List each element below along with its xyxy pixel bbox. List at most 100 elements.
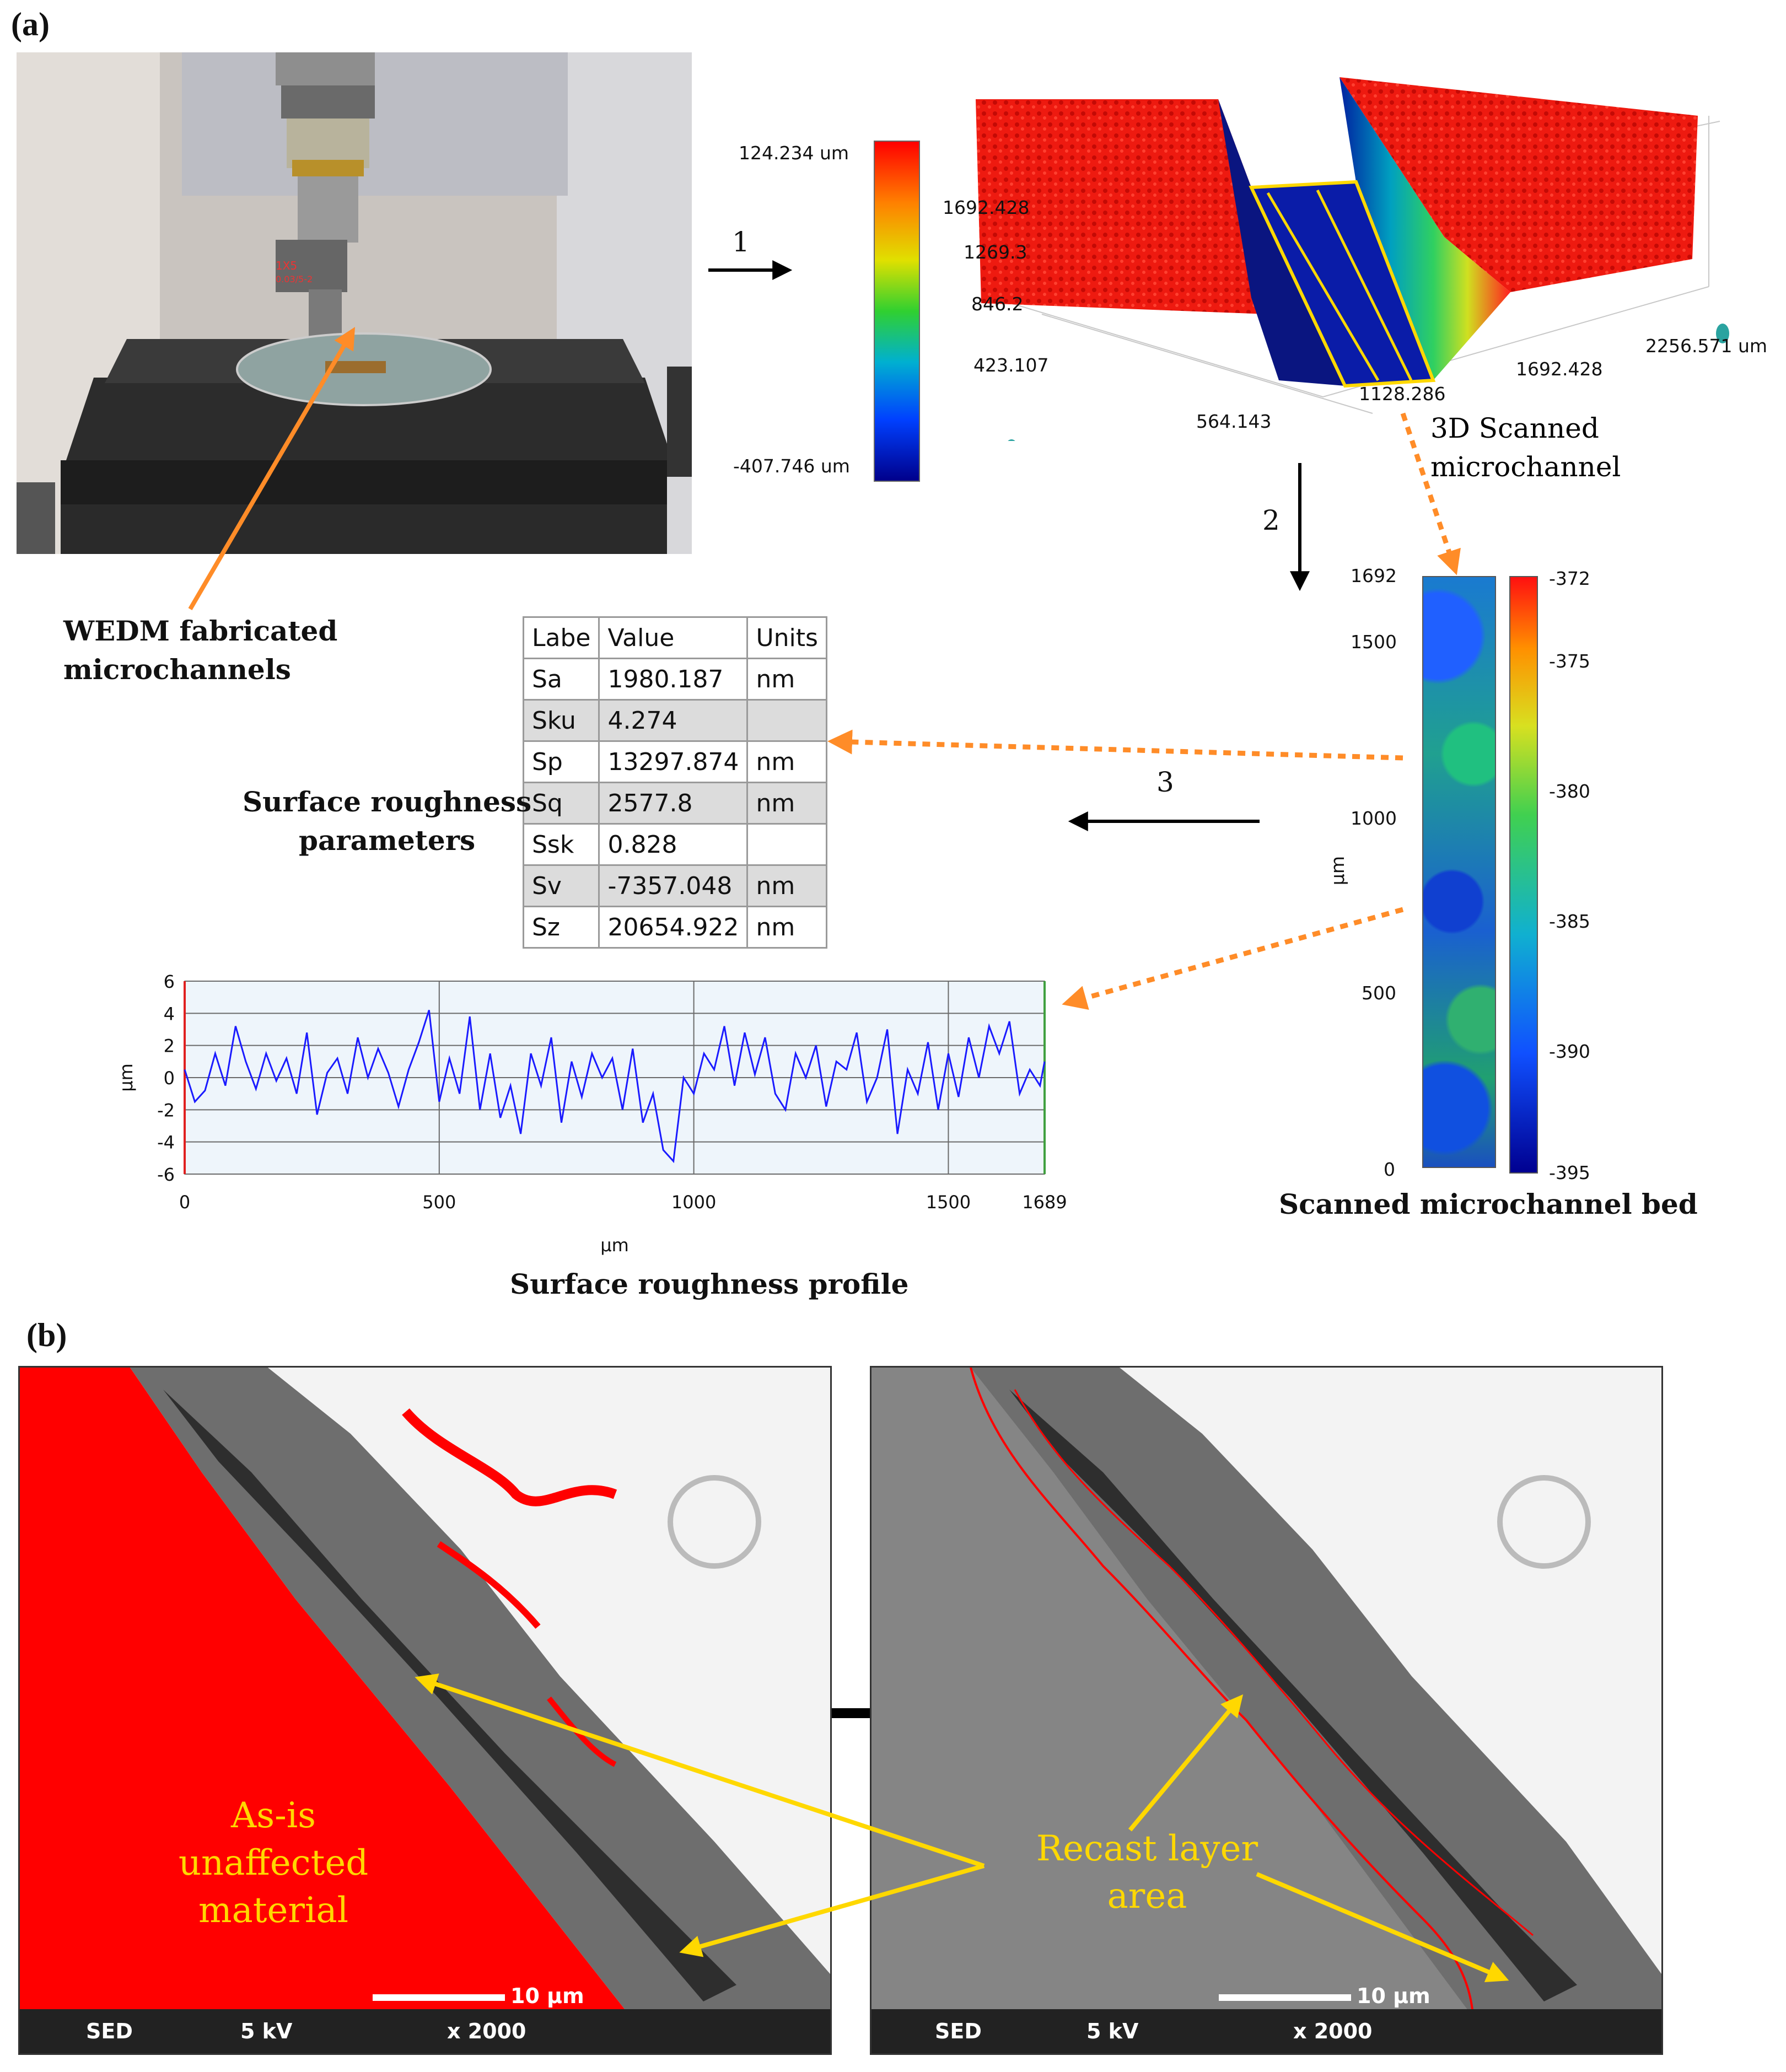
- sem-left-kv: 5 kV: [240, 2019, 293, 2043]
- table-header: Units: [746, 616, 827, 659]
- colorbar-max: 124.234 um: [739, 142, 849, 164]
- y-tick-label: 4: [164, 1003, 175, 1024]
- table-cell: 1980.187: [598, 658, 749, 701]
- bed-y-tick-500: 500: [1362, 982, 1396, 1004]
- x-tick-3: 1692.428: [1516, 358, 1603, 380]
- x-tick-label: 500: [422, 1192, 456, 1213]
- profile-caption: Surface roughness profile: [510, 1268, 909, 1300]
- photo-caption-line2: microchannels: [63, 653, 291, 686]
- scan-colorbar: [874, 141, 920, 482]
- sem-left-line1: As-is: [231, 1795, 316, 1836]
- y-axis-label: µm: [116, 1063, 137, 1092]
- x-axis-label: µm: [600, 1235, 629, 1256]
- bed-to-table-arrow: [827, 729, 1403, 761]
- table-cell: [746, 699, 827, 742]
- photo-pointer-arrow: [188, 327, 356, 611]
- sem-left-scale-label: 10 µm: [510, 1984, 584, 2008]
- table-cell: nm: [746, 740, 827, 783]
- sem-left-mag: x 2000: [447, 2019, 526, 2043]
- table-cell: 0.828: [598, 823, 749, 866]
- scan-3d-caption-line1: 3D Scanned: [1430, 412, 1599, 444]
- table-cell: Sp: [522, 740, 600, 783]
- photo-caption: WEDM fabricated microchannels: [63, 612, 337, 689]
- x-tick-2: 1128.286: [1359, 383, 1446, 405]
- sem-right-line1: Recast layer: [1036, 1828, 1258, 1869]
- table-cell: 2577.8: [598, 782, 749, 825]
- x-tick-4: 2256.571 um: [1645, 335, 1768, 357]
- table-cell: -7357.048: [598, 864, 749, 907]
- scan-3d-render: [959, 55, 1775, 471]
- bed-colorbar: [1509, 576, 1538, 1174]
- microscope-photo: 1X5 0.03/5-2: [17, 52, 692, 554]
- table-row: Sa 1980.187 nm: [522, 658, 827, 701]
- bed-color-tick-5: -390: [1549, 1041, 1590, 1062]
- sem-right-mag: x 2000: [1293, 2019, 1373, 2043]
- bed-y-tick-1000: 1000: [1351, 808, 1397, 829]
- y-tick-label: -2: [157, 1100, 175, 1121]
- sem-left-mode: SED: [86, 2019, 133, 2043]
- bed-color-tick-6: -395: [1549, 1162, 1590, 1183]
- z-tick-1: 1692.428: [943, 197, 1030, 218]
- table-cell: 4.274: [598, 699, 749, 742]
- table-header: Value: [598, 616, 749, 659]
- table-cell: Sq: [522, 782, 600, 825]
- sem-right-kv: 5 kV: [1086, 2019, 1139, 2043]
- y-tick-label: 2: [164, 1036, 175, 1057]
- table-cell: Sv: [522, 864, 600, 907]
- sem-left-line2: unaffected: [178, 1843, 369, 1883]
- sem-right-line2: area: [1107, 1876, 1187, 1917]
- table-row: Sku 4.274: [522, 699, 827, 742]
- table-header-row: Labe Value Units: [522, 616, 827, 659]
- z-tick-3: 846.2: [971, 293, 1024, 315]
- table-cell: nm: [746, 906, 827, 949]
- table-row: Sq 2577.8 nm: [522, 782, 827, 825]
- y-tick-label: 6: [164, 971, 175, 992]
- y-tick-label: -6: [157, 1164, 175, 1185]
- table-cell: Ssk: [522, 823, 600, 866]
- sem-left-line3: material: [198, 1890, 349, 1931]
- bed-heatmap: [1422, 576, 1496, 1168]
- bed-color-tick-4: -385: [1549, 911, 1590, 932]
- sem-left-annotation: As-is unaffected material: [130, 1792, 417, 1934]
- sem-image-right: Recast layer area SED 5 kV x 2000 10 µm: [870, 1366, 1663, 2055]
- sem-right-annotation: Recast layer area: [1009, 1825, 1285, 1920]
- panel-label-b: (b): [26, 1317, 67, 1353]
- sem-right-mode: SED: [935, 2019, 982, 2043]
- params-caption-line1: Surface roughness: [243, 785, 532, 818]
- sem-left-scalebar: [373, 1994, 505, 2001]
- table-row: Sp 13297.874 nm: [522, 740, 827, 783]
- z-tick-4: 423.107: [973, 354, 1049, 376]
- y-tick-label: -4: [157, 1132, 175, 1153]
- step-1-label: 1: [732, 226, 750, 258]
- sem-right-scale-label: 10 µm: [1357, 1984, 1430, 2008]
- sem-right-scalebar: [1219, 1994, 1351, 2001]
- table-cell: 20654.922: [598, 906, 749, 949]
- bed-color-tick-2: -375: [1549, 650, 1590, 672]
- table-cell: [746, 823, 827, 866]
- table-cell: nm: [746, 864, 827, 907]
- x-tick-1: 564.143: [1196, 411, 1272, 432]
- params-caption-line2: parameters: [298, 824, 476, 857]
- bed-color-tick-1: -372: [1549, 568, 1590, 589]
- z-tick-2: 1269.3: [964, 241, 1028, 263]
- lens-text-2: 0.03/5-2: [276, 274, 313, 284]
- table-cell: 13297.874: [598, 740, 749, 783]
- scan-3d-caption-line2: microchannel: [1430, 451, 1621, 483]
- sem-right-footer: SED 5 kV x 2000: [872, 2009, 1661, 2053]
- bed-y-tick-0: 0: [1384, 1159, 1395, 1180]
- step-3-label: 3: [1156, 766, 1174, 798]
- step-2-label: 2: [1262, 504, 1280, 536]
- table-row: Ssk 0.828: [522, 823, 827, 866]
- bed-color-tick-3: -380: [1549, 781, 1590, 802]
- photo-caption-line1: WEDM fabricated: [63, 615, 338, 647]
- lens-text-1: 1X5: [276, 259, 298, 272]
- colorbar-min: -407.746 um: [733, 455, 850, 477]
- scan-3d-caption: 3D Scanned microchannel: [1430, 409, 1621, 486]
- roughness-table: Labe Value Units Sa 1980.187 nm Sku 4.274 S…: [522, 616, 827, 949]
- table-row: Sv -7357.048 nm: [522, 864, 827, 907]
- bed-y-tick-1500: 1500: [1351, 631, 1397, 653]
- bed-y-unit: µm: [1327, 855, 1349, 886]
- params-caption: Surface roughness parameters: [243, 783, 531, 860]
- panel-label-a: (a): [11, 6, 50, 42]
